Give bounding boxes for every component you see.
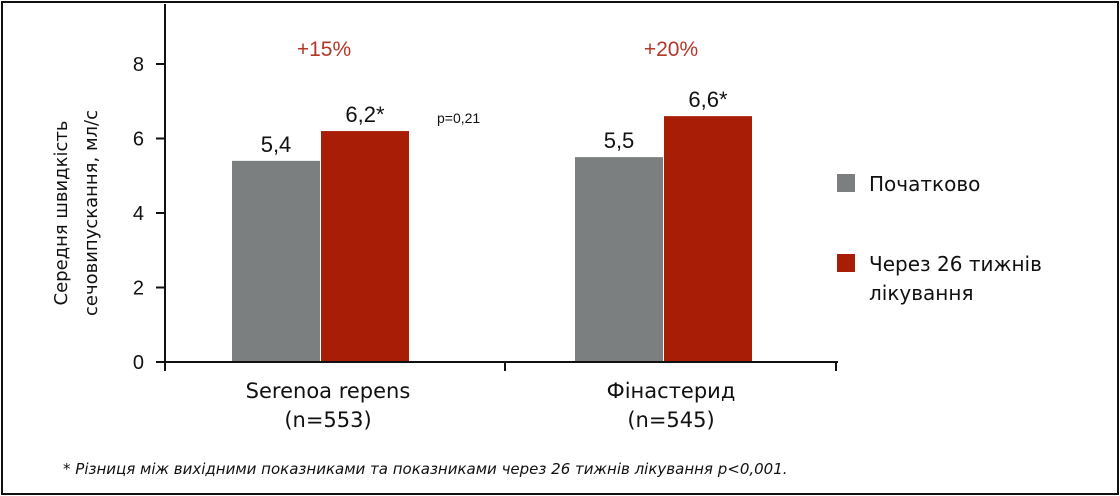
p-value-label: p=0,21 [437,110,480,126]
bar-baseline [575,157,663,362]
percent-change-label: +20% [644,38,698,61]
y-tick-label: 2 [133,278,144,300]
legend-swatch [837,254,855,272]
bar-value-label: 5,5 [604,128,635,153]
y-axis-label-line2: сечовипускання, мл/с [81,110,102,316]
x-axis: Serenoa repens (n=553) Фінастерид (n=545) [157,361,838,432]
bar-value-label: 5,4 [261,132,292,157]
percent-change-label: +15% [297,38,351,61]
y-tick-label: 0 [133,352,144,374]
y-axis-label-line1: Середня швидкість [51,121,72,306]
y-tick-label: 6 [133,129,144,151]
category-n-label: (n=545) [627,408,714,432]
bar-week26 [664,116,752,363]
category-n-label: (n=553) [284,408,371,432]
legend-swatch [837,174,855,192]
bar-baseline [232,160,320,362]
category-label: Serenoa repens [246,379,411,403]
legend-label: Початково [869,172,980,196]
category-label: Фінастерид [607,379,736,403]
legend-label: Через 26 тижнів [869,252,1042,276]
bar-value-label: 6,2* [345,102,385,127]
bar-week26 [321,131,409,362]
bar-value-label: 6,6* [688,87,728,112]
footnote: * Різниця між вихідними показниками та п… [63,460,788,478]
y-axis: 0 2 4 6 8 [133,4,166,374]
y-tick-label: 8 [133,54,144,76]
legend: Початково Через 26 тижнів лікування [837,172,1042,305]
y-tick-label: 4 [133,203,144,225]
bars: 5,4 6,2* +15% 5,5 6,6* +20% p=0,21 [232,38,752,363]
legend-label: лікування [869,281,973,305]
